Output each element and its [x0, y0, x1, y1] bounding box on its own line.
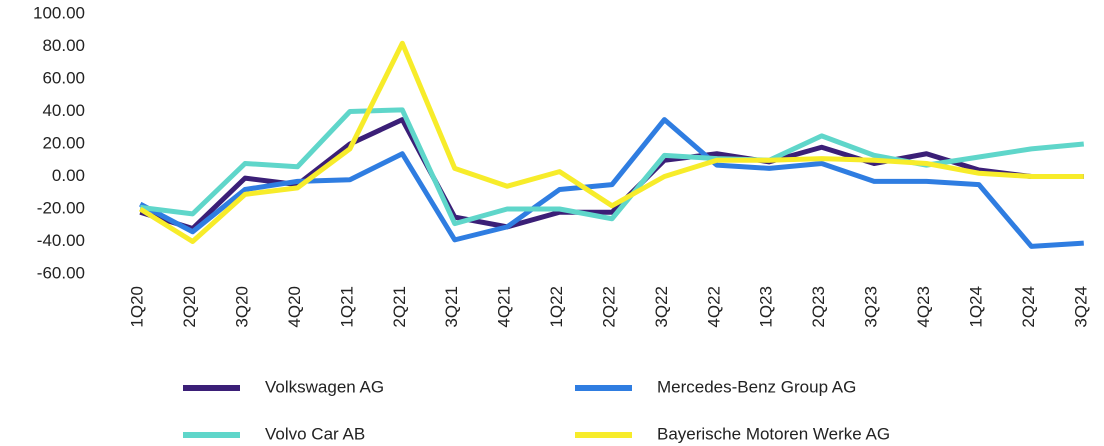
x-tick-label: 1Q21	[337, 286, 356, 328]
x-tick-label: 3Q23	[862, 286, 881, 328]
legend-label: Mercedes-Benz Group AG	[657, 377, 856, 396]
x-tick-label: 1Q24	[966, 286, 985, 328]
y-tick-label: -20.00	[37, 198, 85, 217]
y-tick-label: 60.00	[42, 68, 85, 87]
series-line	[139, 117, 1084, 249]
y-tick-label: 0.00	[52, 166, 85, 185]
x-tick-label: 2Q21	[390, 286, 409, 328]
series-line	[138, 40, 1084, 244]
y-tick-label: -60.00	[37, 263, 85, 282]
x-tick-label: 4Q22	[704, 286, 723, 328]
x-tick-label: 2Q20	[180, 286, 199, 328]
x-tick-label: 4Q21	[495, 286, 514, 328]
x-tick-label: 4Q20	[285, 286, 304, 328]
y-tick-label: -40.00	[37, 231, 85, 250]
x-tick-label: 1Q22	[547, 286, 566, 328]
x-tick-label: 3Q20	[233, 286, 252, 328]
legend-label: Volkswagen AG	[265, 377, 384, 396]
x-tick-label: 1Q23	[757, 286, 776, 328]
y-tick-label: 40.00	[42, 101, 85, 120]
x-tick-label: 2Q22	[599, 286, 618, 328]
x-tick-label: 4Q23	[914, 286, 933, 328]
y-tick-label: 100.00	[33, 3, 85, 22]
x-tick-label: 1Q20	[128, 286, 147, 328]
x-tick-label: 3Q22	[652, 286, 671, 328]
y-tick-label: 20.00	[42, 133, 85, 152]
x-tick-label: 2Q24	[1019, 286, 1038, 328]
x-tick-label: 3Q24	[1071, 286, 1090, 328]
series-line	[139, 117, 1084, 231]
x-tick-label: 3Q21	[442, 286, 461, 328]
x-tick-label: 2Q23	[809, 286, 828, 328]
y-tick-label: 80.00	[42, 36, 85, 55]
legend-label: Volvo Car AB	[265, 424, 365, 443]
legend-label: Bayerische Motoren Werke AG	[657, 424, 890, 443]
